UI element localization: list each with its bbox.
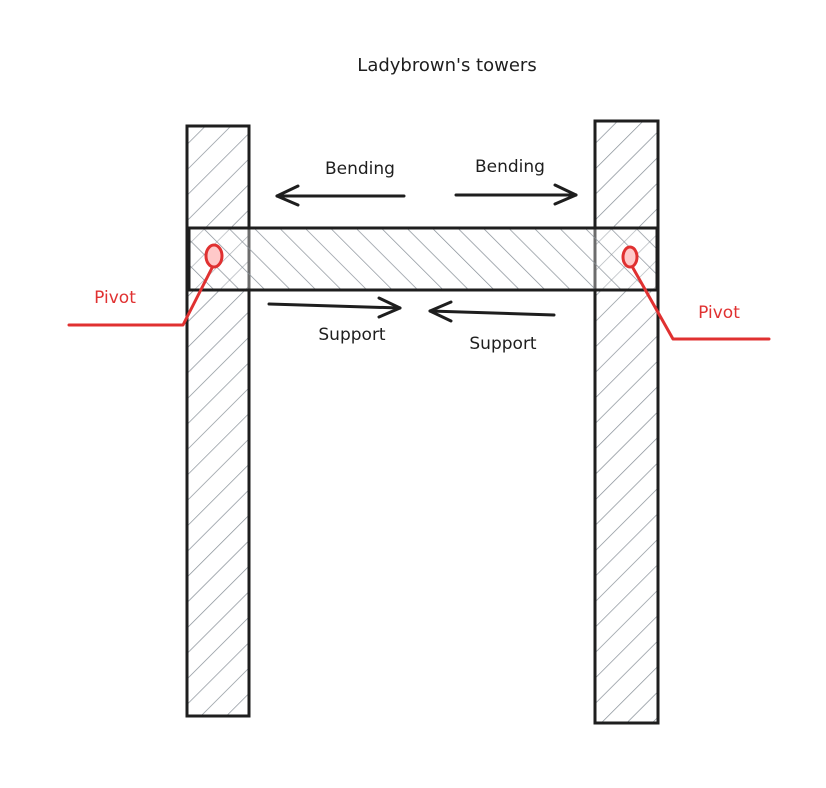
diagram-title: Ladybrown's towers [357,55,536,76]
left-tower [185,124,251,718]
bending-arrow-left [275,184,406,207]
crossbar [187,226,659,292]
support-arrow-right [428,300,556,323]
support-label-left: Support [318,325,386,345]
pivot-marker-left [67,243,224,327]
pivot-marker-right [621,245,771,341]
pivot-label-left: Pivot [94,288,136,308]
right-tower [593,119,660,725]
support-label-right: Support [469,334,537,354]
support-arrow-left [267,296,402,319]
pivot-label-right: Pivot [698,303,740,323]
bending-label-right: Bending [475,157,545,177]
bending-arrow-right [454,183,578,206]
bending-label-left: Bending [325,159,395,179]
